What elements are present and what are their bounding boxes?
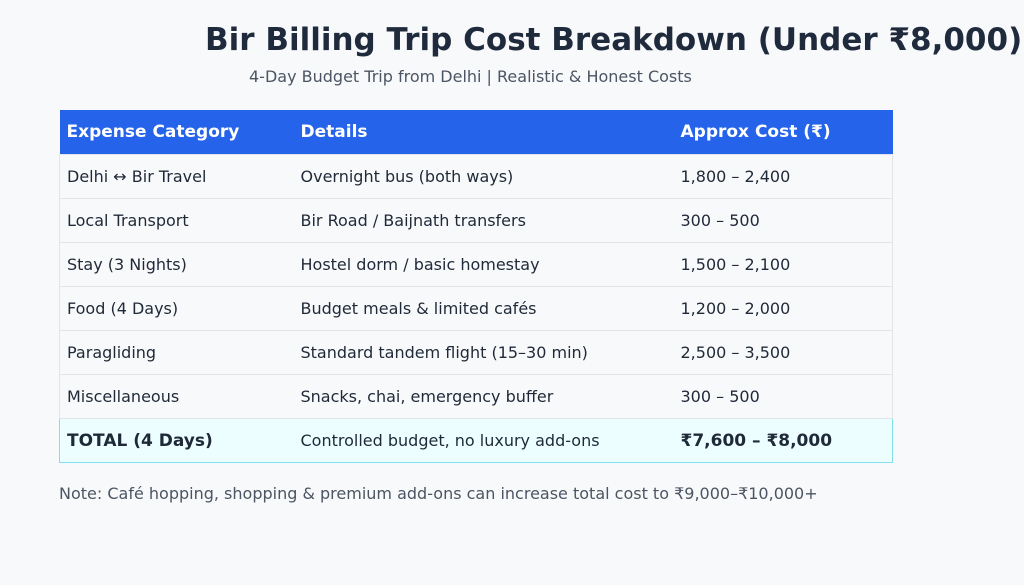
- cell-details: Snacks, chai, emergency buffer: [293, 374, 674, 419]
- cell-category: Food (4 Days): [59, 286, 294, 331]
- header-expense-category: Expense Category: [59, 110, 294, 155]
- page-subtitle: 4-Day Budget Trip from Delhi | Realistic…: [249, 67, 692, 86]
- cell-cost: 2,500 – 3,500: [673, 330, 893, 375]
- header-approx-cost: Approx Cost (₹): [673, 110, 893, 155]
- cell-category: Delhi ↔ Bir Travel: [59, 154, 294, 199]
- total-row: TOTAL (4 Days) Controlled budget, no luxu…: [59, 418, 893, 463]
- cell-details: Overnight bus (both ways): [293, 154, 674, 199]
- page-title: Bir Billing Trip Cost Breakdown (Under ₹…: [205, 22, 1023, 58]
- cell-details: Standard tandem flight (15–30 min): [293, 330, 674, 375]
- cell-cost: 1,200 – 2,000: [673, 286, 893, 331]
- table-row: Miscellaneous Snacks, chai, emergency buf…: [59, 374, 893, 419]
- cost-table: Expense Category Details Approx Cost (₹)…: [59, 110, 893, 463]
- cell-cost: 1,800 – 2,400: [673, 154, 893, 199]
- table-row: Paragliding Standard tandem flight (15–30…: [59, 330, 893, 375]
- cell-details: Bir Road / Baijnath transfers: [293, 198, 674, 243]
- cell-details: Hostel dorm / basic homestay: [293, 242, 674, 287]
- cell-category: Local Transport: [59, 198, 294, 243]
- cell-category: Stay (3 Nights): [59, 242, 294, 287]
- cell-cost: 1,500 – 2,100: [673, 242, 893, 287]
- cell-cost: 300 – 500: [673, 198, 893, 243]
- header-details: Details: [293, 110, 674, 155]
- cell-cost: 300 – 500: [673, 374, 893, 419]
- total-cost: ₹7,600 – ₹8,000: [673, 418, 893, 463]
- cell-category: Paragliding: [59, 330, 294, 375]
- table-header-row: Expense Category Details Approx Cost (₹): [59, 110, 893, 155]
- table-row: Food (4 Days) Budget meals & limited café…: [59, 286, 893, 331]
- table-row: Stay (3 Nights) Hostel dorm / basic homes…: [59, 242, 893, 287]
- cell-details: Budget meals & limited cafés: [293, 286, 674, 331]
- table-row: Delhi ↔ Bir Travel Overnight bus (both wa…: [59, 154, 893, 199]
- cell-category: Miscellaneous: [59, 374, 294, 419]
- total-category: TOTAL (4 Days): [59, 418, 294, 463]
- footnote: Note: Café hopping, shopping & premium a…: [59, 484, 818, 503]
- table-row: Local Transport Bir Road / Baijnath trans…: [59, 198, 893, 243]
- total-details: Controlled budget, no luxury add-ons: [293, 418, 674, 463]
